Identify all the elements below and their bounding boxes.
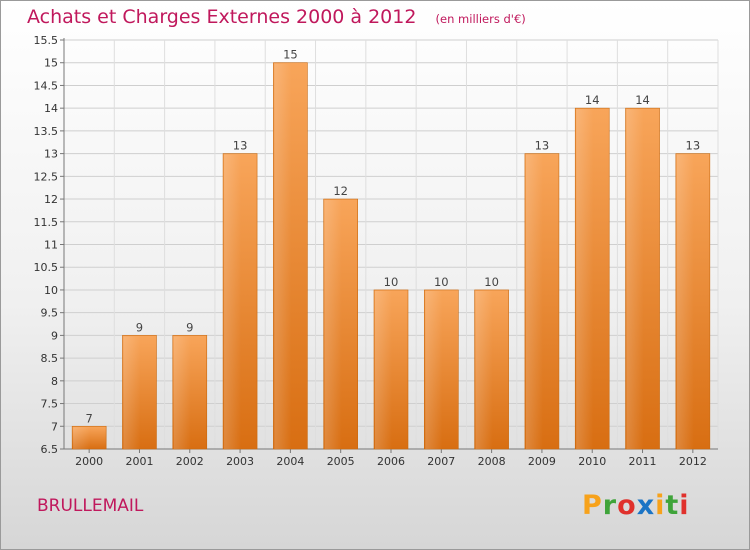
value-label: 13	[535, 139, 550, 153]
bar-highlight	[425, 290, 443, 449]
value-label: 15	[283, 48, 298, 62]
logo-letter: i	[679, 490, 690, 521]
value-label: 14	[585, 93, 600, 107]
y-tick-label: 10.5	[34, 261, 59, 274]
y-tick-label: 12.5	[34, 170, 59, 183]
category-label: 2012	[679, 455, 707, 468]
logo-letter: o	[617, 490, 637, 521]
bars	[71, 62, 711, 450]
value-label: 10	[434, 275, 449, 289]
bar-highlight	[375, 290, 392, 449]
category-label: 2004	[276, 455, 304, 468]
y-tick-label: 6.5	[41, 443, 59, 456]
y-tick-label: 13.5	[34, 125, 59, 138]
chart-subtitle: (en milliers d'€)	[435, 12, 526, 26]
y-tick-label: 11.5	[34, 216, 59, 229]
value-label: 13	[233, 139, 248, 153]
y-tick-label: 14.5	[34, 79, 59, 92]
y-tick-label: 9.5	[41, 307, 59, 320]
bar-highlight	[525, 154, 543, 449]
y-tick-label: 8.5	[41, 352, 59, 365]
value-label: 9	[186, 320, 193, 334]
y-tick-label: 12	[44, 193, 58, 206]
bar-highlight	[626, 109, 644, 450]
category-label: 2008	[478, 455, 506, 468]
logo-letter: P	[582, 490, 603, 521]
logo-letter: r	[602, 490, 618, 521]
y-tick-label: 13	[44, 148, 58, 161]
y-tick-label: 11	[44, 239, 58, 252]
bar-highlight	[73, 427, 91, 449]
bar-highlight	[676, 154, 694, 449]
value-label: 9	[136, 320, 143, 334]
bar-highlight	[274, 63, 292, 449]
value-label: 12	[333, 184, 348, 198]
value-label: 13	[686, 139, 701, 153]
y-tick-label: 7	[51, 420, 58, 433]
category-label: 2007	[427, 455, 455, 468]
bar-highlight	[324, 200, 342, 449]
category-label: 2010	[578, 455, 606, 468]
logo-letter: i	[655, 490, 666, 521]
category-label: 2001	[125, 455, 153, 468]
category-label: 2005	[327, 455, 355, 468]
y-tick-label: 9	[51, 329, 58, 342]
value-label: 7	[85, 411, 92, 425]
chart-title-block: Achats et Charges Externes 2000 à 2012 (…	[27, 6, 526, 28]
value-label: 14	[635, 93, 650, 107]
value-label: 10	[384, 275, 399, 289]
category-label: 2011	[629, 455, 657, 468]
bar-highlight	[475, 290, 493, 449]
y-tick-label: 15.5	[34, 34, 59, 47]
logo-letter: t	[665, 490, 680, 521]
category-label: 2003	[226, 455, 254, 468]
logo-letter: x	[636, 490, 656, 521]
y-tick-label: 14	[44, 102, 58, 115]
bar-highlight	[173, 336, 191, 449]
category-label: 2002	[176, 455, 204, 468]
bar-highlight	[123, 336, 141, 449]
y-tick-label: 15	[44, 57, 58, 70]
proxiti-logo: Proxiti	[582, 490, 690, 521]
labels: 6.5 7 7.5 8 8.5 9 9.5 10 10.5 11 11.5 12 12.5 13 13.5 1…	[34, 34, 707, 468]
category-label: 2000	[75, 455, 103, 468]
bar-highlight	[224, 154, 242, 449]
category-label: 2006	[377, 455, 405, 468]
y-tick-label: 7.5	[41, 398, 59, 411]
category-label: 2009	[528, 455, 556, 468]
y-tick-label: 8	[51, 375, 58, 388]
chart-title: Achats et Charges Externes 2000 à 2012	[27, 6, 417, 28]
commune-name: BRULLEMAIL	[37, 496, 144, 516]
value-label: 10	[484, 275, 499, 289]
y-tick-label: 10	[44, 284, 58, 297]
bar-highlight	[576, 109, 594, 450]
